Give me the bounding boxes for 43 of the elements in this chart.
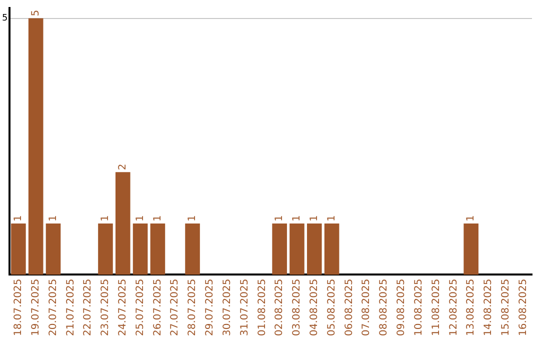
x-tick-label: 09.08.2025	[396, 278, 408, 336]
x-tick-label: 28.07.2025	[187, 278, 198, 336]
x-tick-label: 20.07.2025	[48, 278, 59, 336]
x-tick-label: 04.08.2025	[308, 278, 320, 336]
x-tick-label: 26.07.2025	[152, 278, 164, 336]
data-label: 1	[100, 215, 112, 222]
x-tick-label: 31.07.2025	[239, 278, 250, 336]
x-tick-label: 11.08.2025	[430, 278, 442, 336]
data-label: 1	[292, 215, 303, 222]
x-tick-label: 23.07.2025	[100, 278, 112, 336]
x-tick-label: 12.08.2025	[448, 278, 460, 336]
data-label: 1	[187, 215, 198, 222]
data-label: 1	[274, 215, 286, 222]
x-tick-label: 30.07.2025	[222, 278, 233, 336]
x-tick-label: 18.07.2025	[13, 278, 24, 336]
data-label: 1	[152, 215, 164, 222]
x-tick-label: 21.07.2025	[65, 278, 76, 336]
x-tick-label: 02.08.2025	[274, 278, 286, 336]
x-tick-label: 08.08.2025	[378, 278, 390, 336]
data-label: 5	[30, 10, 42, 16]
x-tick-label: 22.07.2025	[82, 278, 94, 336]
x-tick-label: 27.07.2025	[170, 278, 181, 336]
x-tick-label: 07.08.2025	[361, 278, 372, 336]
data-label: 1	[48, 215, 59, 222]
x-tick-label: 06.08.2025	[344, 278, 355, 336]
data-label: 2	[117, 164, 128, 170]
x-tick-label: 19.07.2025	[30, 278, 42, 336]
data-label: 1	[13, 215, 24, 222]
x-tick-label: 03.08.2025	[292, 278, 303, 336]
x-tick-label: 16.08.2025	[518, 278, 529, 336]
x-tick-label: 25.07.2025	[134, 278, 146, 336]
data-label: 1	[308, 215, 320, 222]
x-tick-label: 24.07.2025	[117, 278, 128, 336]
data-label: 1	[466, 215, 477, 222]
x-tick-label: 14.08.2025	[483, 278, 494, 336]
x-tick-label: 10.08.2025	[413, 278, 424, 336]
data-label: 1	[134, 215, 146, 222]
x-tick-label: 13.08.2025	[466, 278, 477, 336]
x-tick-label: 29.07.2025	[204, 278, 216, 336]
x-tick-label: 05.08.2025	[326, 278, 338, 336]
x-tick-label: 01.08.2025	[256, 278, 268, 336]
data-label: 1	[326, 215, 338, 222]
x-tick-label: 15.08.2025	[500, 278, 512, 336]
